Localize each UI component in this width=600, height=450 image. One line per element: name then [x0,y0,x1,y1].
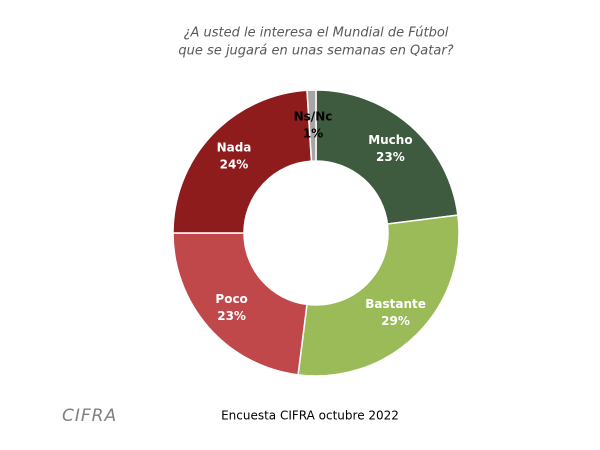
donut-slice [297,214,460,377]
donut-slice [315,89,459,225]
slice-label: Bastante [365,297,426,311]
donut-slice [172,232,308,376]
source-note: Encuesta CIFRA octubre 2022 [221,409,399,423]
chart-title: ¿A usted le interesa el Mundial de Fútbo… [184,26,449,41]
value-label: 23% [376,150,405,164]
donut-slice [172,89,313,234]
value-label: 1% [303,127,323,141]
slice-label: Mucho [368,133,412,147]
value-label: 23% [217,309,246,323]
logo: CIFRA [62,406,117,426]
slice-label: Ns/Nc [294,110,333,124]
value-label: 24% [220,157,249,171]
slice-label: Poco [215,292,247,306]
chart-title: que se jugará en unas semanas en Qatar? [178,44,453,59]
value-label: 29% [381,314,410,328]
slice-label: Nada [217,140,252,154]
donut-slice [306,89,317,162]
